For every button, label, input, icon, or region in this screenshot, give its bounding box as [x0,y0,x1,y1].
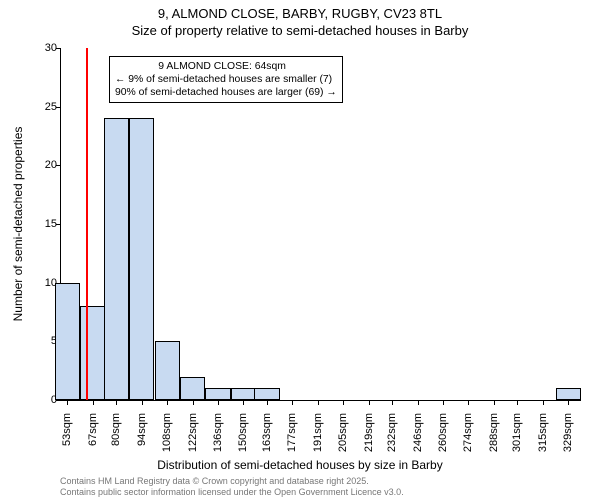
plot-area: 05101520253053sqm67sqm80sqm94sqm108sqm12… [60,48,581,401]
annotation-line: 9 ALMOND CLOSE: 64sqm [115,60,337,73]
y-tick-label: 15 [29,218,57,230]
marker-line [86,48,88,400]
y-tick-label: 5 [29,335,57,347]
y-tick-mark [56,107,61,108]
y-tick-label: 10 [29,277,57,289]
x-tick-mark [167,400,168,405]
y-tick-label: 30 [29,42,57,54]
y-tick-mark [56,165,61,166]
x-tick-label: 260sqm [437,413,449,452]
y-tick-label: 0 [29,394,57,406]
histogram-bar [231,388,256,400]
annotation-box: 9 ALMOND CLOSE: 64sqm← 9% of semi-detach… [109,56,343,103]
x-tick-label: 177sqm [286,413,298,452]
histogram-bar [129,118,154,400]
x-tick-mark [93,400,94,405]
footer-line-2: Contains public sector information licen… [60,487,404,498]
x-tick-label: 94sqm [136,413,148,446]
x-tick-mark [318,400,319,405]
x-tick-label: 205sqm [337,413,349,452]
chart-footer: Contains HM Land Registry data © Crown c… [60,476,404,499]
x-tick-label: 232sqm [386,413,398,452]
x-tick-mark [193,400,194,405]
x-tick-mark [369,400,370,405]
chart-title-sub: Size of property relative to semi-detach… [0,23,600,38]
y-tick-label: 25 [29,101,57,113]
histogram-bar [55,283,80,400]
annotation-line: 90% of semi-detached houses are larger (… [115,86,337,99]
x-tick-label: 67sqm [87,413,99,446]
x-tick-mark [494,400,495,405]
x-tick-label: 53sqm [61,413,73,446]
x-tick-label: 80sqm [110,413,122,446]
x-tick-label: 163sqm [261,413,273,452]
x-tick-label: 191sqm [312,413,324,452]
y-tick-label: 20 [29,159,57,171]
x-tick-label: 288sqm [488,413,500,452]
x-tick-mark [218,400,219,405]
x-tick-label: 150sqm [237,413,249,452]
x-tick-mark [243,400,244,405]
histogram-bar [556,388,581,400]
x-tick-mark [292,400,293,405]
histogram-bar [80,306,105,400]
x-tick-label: 274sqm [462,413,474,452]
x-tick-label: 301sqm [511,413,523,452]
y-tick-mark [56,224,61,225]
x-tick-label: 122sqm [187,413,199,452]
x-tick-mark [343,400,344,405]
x-tick-label: 315sqm [537,413,549,452]
histogram-bar [155,341,180,400]
x-tick-mark [267,400,268,405]
x-tick-label: 329sqm [562,413,574,452]
y-tick-mark [56,400,61,401]
footer-line-1: Contains HM Land Registry data © Crown c… [60,476,404,487]
x-tick-label: 246sqm [412,413,424,452]
x-tick-mark [517,400,518,405]
x-tick-label: 219sqm [363,413,375,452]
x-tick-mark [67,400,68,405]
x-tick-label: 136sqm [212,413,224,452]
x-tick-mark [543,400,544,405]
x-tick-mark [418,400,419,405]
y-tick-mark [56,48,61,49]
x-tick-label: 108sqm [161,413,173,452]
histogram-bar [180,377,205,400]
x-tick-mark [568,400,569,405]
x-tick-mark [142,400,143,405]
x-tick-mark [443,400,444,405]
chart-container: 9, ALMOND CLOSE, BARBY, RUGBY, CV23 8TL … [0,0,600,500]
y-axis-label: Number of semi-detached properties [11,127,25,322]
x-tick-mark [116,400,117,405]
histogram-bar [254,388,279,400]
chart-title-block: 9, ALMOND CLOSE, BARBY, RUGBY, CV23 8TL … [0,6,600,38]
x-axis-label: Distribution of semi-detached houses by … [0,458,600,472]
annotation-line: ← 9% of semi-detached houses are smaller… [115,73,337,86]
x-tick-mark [468,400,469,405]
histogram-bar [104,118,129,400]
chart-title-main: 9, ALMOND CLOSE, BARBY, RUGBY, CV23 8TL [0,6,600,21]
histogram-bar [205,388,230,400]
x-tick-mark [392,400,393,405]
